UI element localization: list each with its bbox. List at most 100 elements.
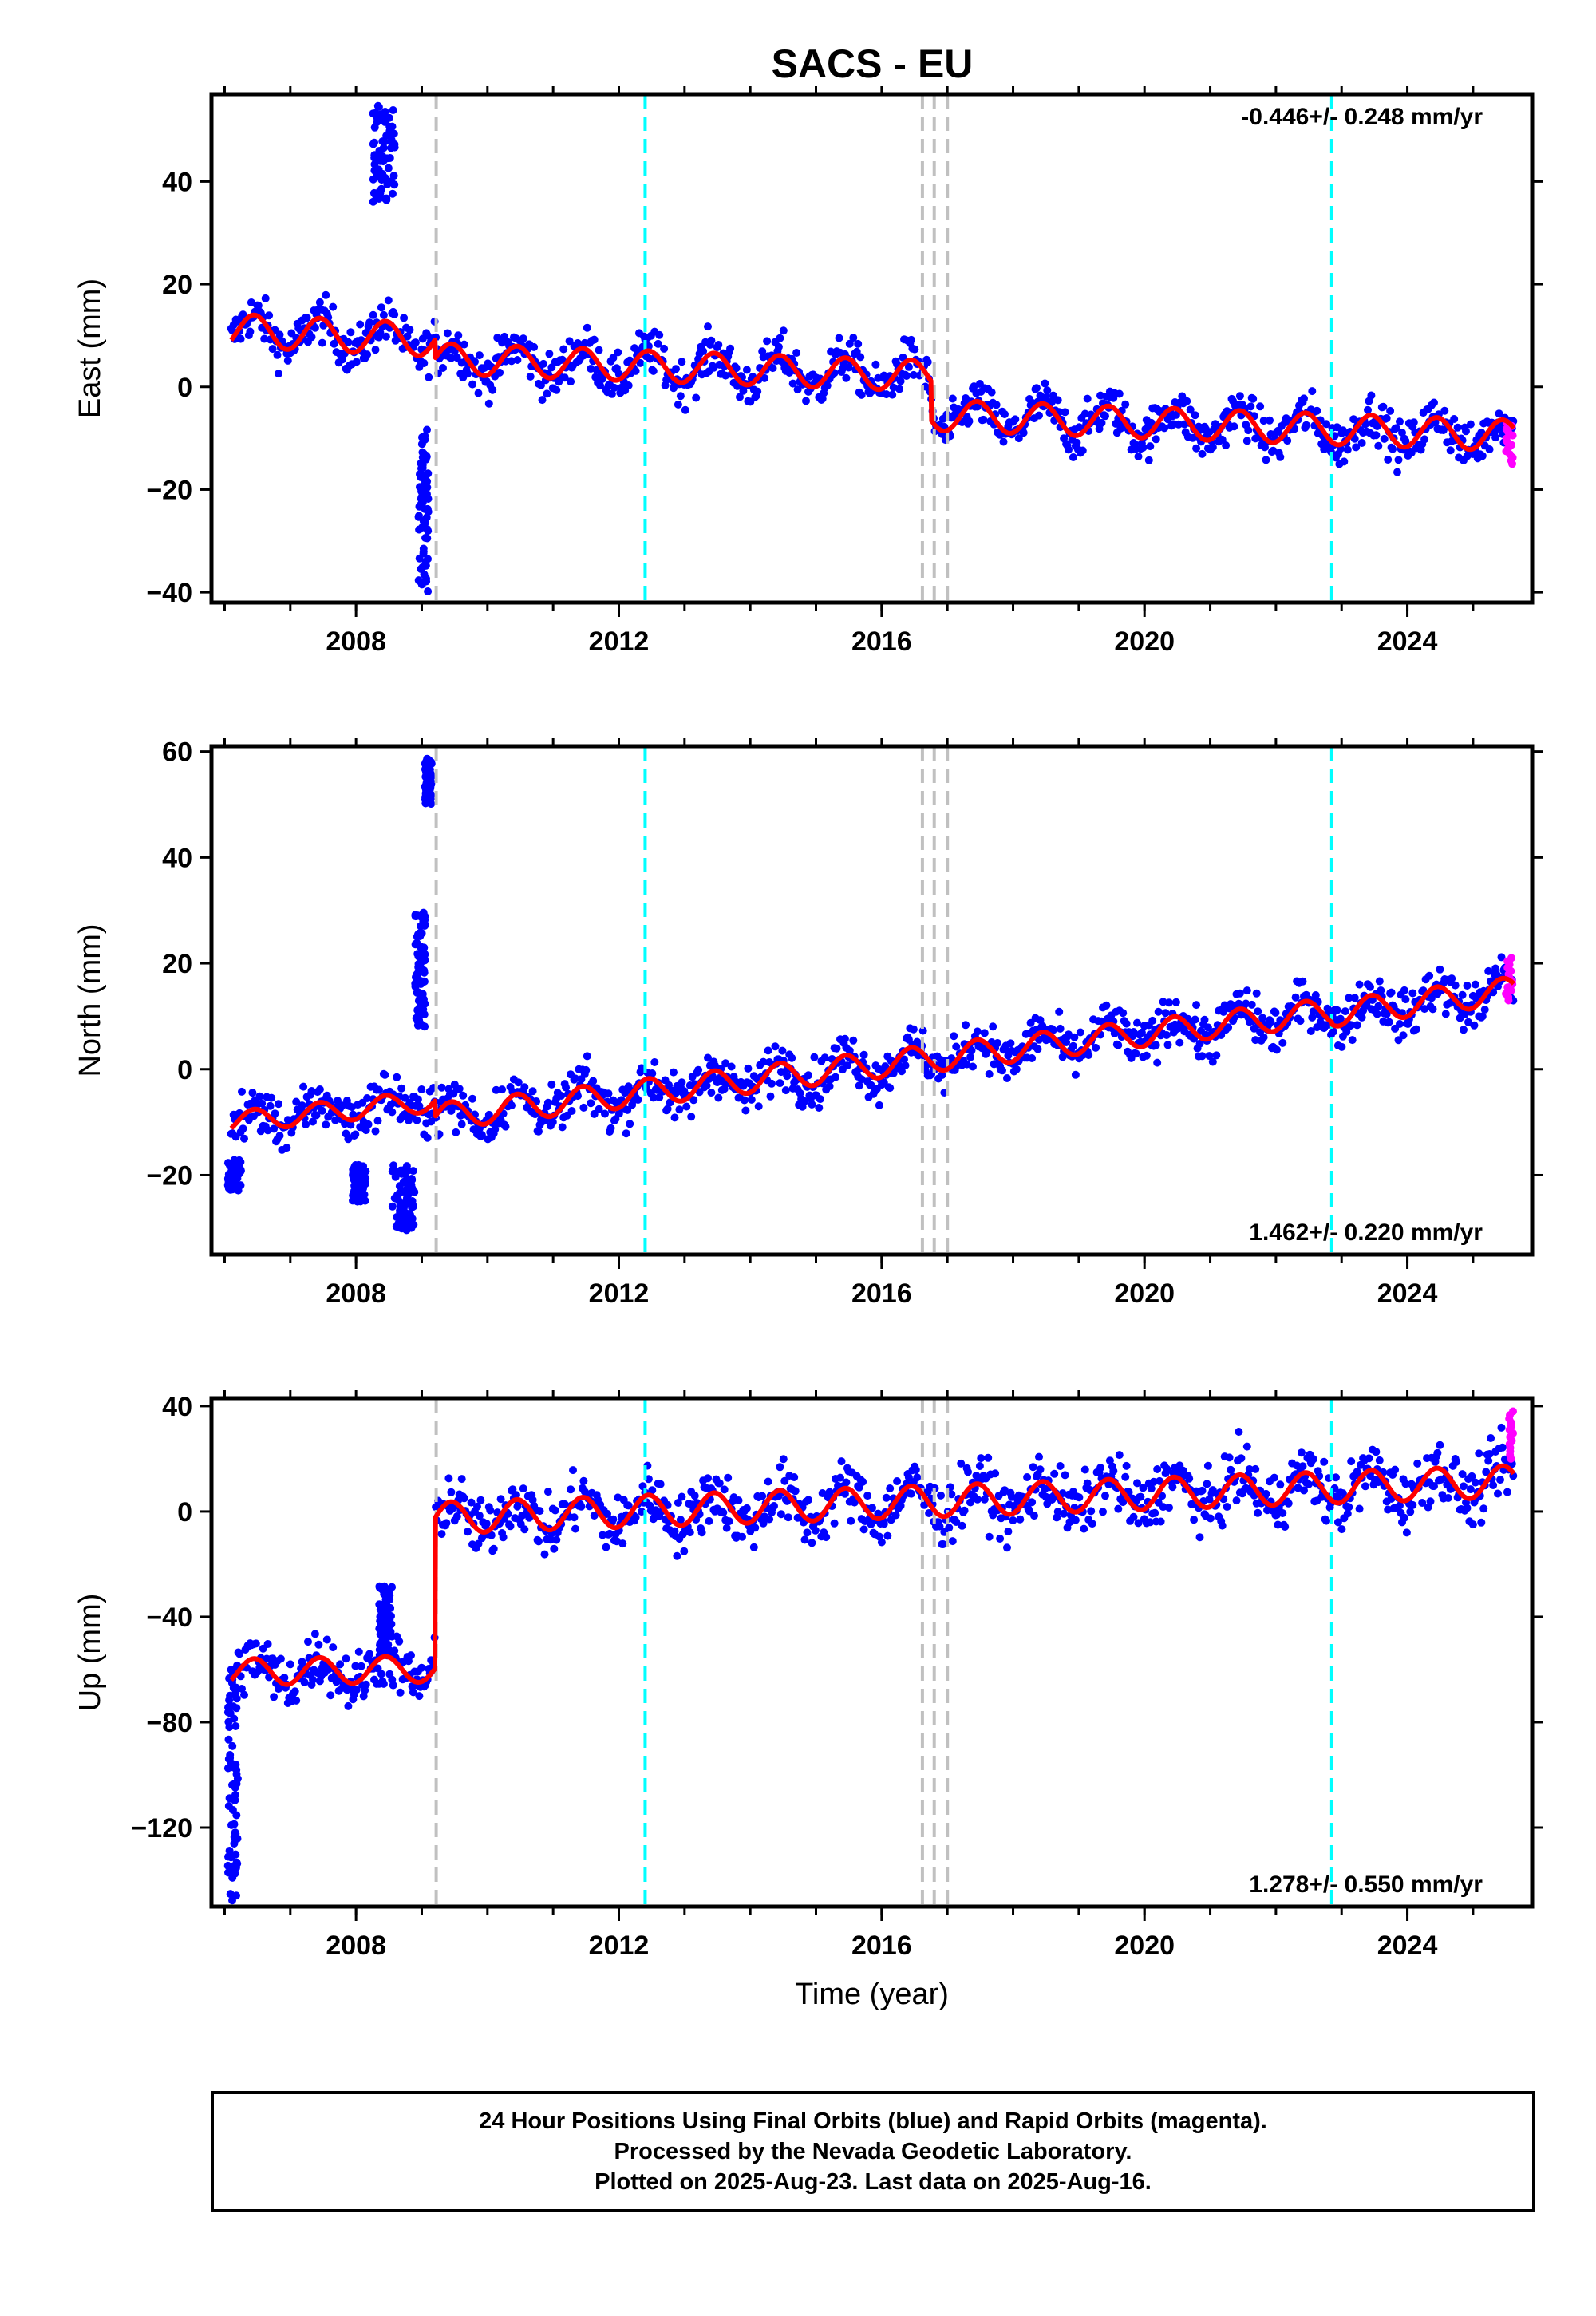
data-point — [390, 1646, 399, 1655]
data-point — [415, 1692, 424, 1701]
data-point — [998, 1066, 1006, 1075]
data-point — [1398, 429, 1406, 437]
data-point — [1154, 1007, 1163, 1016]
data-point — [867, 1520, 875, 1528]
data-point — [474, 1539, 483, 1548]
panels-group: −40 −20 0 20 40 2008 2012 2016 2020 2024 East (mm)… — [73, 86, 1543, 2011]
data-point — [1175, 1038, 1184, 1047]
data-point — [654, 339, 662, 348]
data-point — [854, 339, 863, 348]
data-point — [1336, 1014, 1345, 1023]
data-point — [1278, 1509, 1287, 1517]
data-point — [240, 1134, 248, 1143]
data-point — [709, 363, 718, 372]
data-point — [891, 1511, 900, 1520]
x-tick-label: 2012 — [589, 1931, 650, 1961]
x-tick-label: 2008 — [326, 1279, 386, 1309]
data-point — [811, 1526, 820, 1535]
data-point — [1309, 1455, 1317, 1464]
data-point — [520, 1083, 529, 1092]
data-point — [1262, 1489, 1270, 1498]
data-point — [1353, 1021, 1361, 1030]
data-point — [399, 1178, 408, 1187]
data-point — [843, 1061, 851, 1070]
data-point — [1083, 394, 1092, 403]
data-point — [1171, 410, 1180, 419]
data-point — [820, 1053, 829, 1062]
data-point — [604, 1089, 613, 1098]
data-point — [1436, 965, 1444, 974]
data-point — [948, 394, 957, 403]
data-point — [1121, 400, 1130, 409]
data-point — [945, 1524, 954, 1532]
data-point — [460, 1494, 468, 1503]
data-point — [1023, 1473, 1032, 1481]
data-point — [437, 1530, 446, 1539]
data-point — [855, 1081, 863, 1090]
data-point — [1357, 439, 1366, 447]
footer-line-plotted: Plotted on 2025-Aug-23. Last data on 202… — [595, 2169, 1152, 2195]
data-point — [790, 1473, 799, 1481]
data-point — [985, 1532, 994, 1541]
data-point — [543, 1098, 552, 1107]
data-point — [389, 172, 398, 180]
data-point — [907, 335, 915, 344]
data-point — [907, 1489, 915, 1498]
data-point — [803, 1528, 812, 1537]
data-point — [1468, 1472, 1476, 1480]
data-point — [692, 393, 701, 402]
data-point — [489, 1544, 498, 1553]
data-point — [309, 1117, 317, 1126]
y-tick-label: −20 — [146, 475, 192, 505]
data-point — [370, 166, 379, 175]
data-point — [1343, 1509, 1352, 1518]
data-point — [1101, 1492, 1109, 1500]
data-point — [375, 147, 384, 155]
data-point — [1337, 1525, 1346, 1534]
plot-frame — [209, 92, 1535, 605]
rate-annotation: 1.278+/- 0.550 mm/yr — [1249, 1871, 1483, 1898]
data-point — [276, 1654, 285, 1663]
data-point — [1471, 980, 1479, 989]
data-point — [475, 351, 484, 360]
data-point — [1357, 1013, 1366, 1022]
final-orbit-points — [223, 1423, 1518, 1905]
data-point — [1281, 1523, 1290, 1531]
data-point — [583, 323, 591, 332]
x-tick-label: 2012 — [589, 626, 650, 657]
data-point — [363, 1094, 372, 1102]
data-point — [232, 1891, 240, 1900]
data-point — [224, 1802, 233, 1810]
data-point — [1144, 456, 1153, 464]
data-point — [1322, 1516, 1331, 1525]
data-point — [676, 1516, 685, 1524]
y-tick-label: 0 — [177, 1055, 192, 1085]
data-point — [721, 1059, 730, 1068]
data-point — [273, 350, 282, 359]
data-point — [800, 1535, 809, 1544]
data-point — [678, 1078, 686, 1087]
data-point — [423, 1133, 432, 1142]
data-point — [1352, 443, 1361, 452]
data-point — [689, 1096, 698, 1105]
data-point — [678, 358, 686, 366]
data-point — [763, 337, 772, 346]
data-point — [535, 1127, 543, 1136]
data-point — [513, 356, 522, 364]
data-point — [1256, 402, 1265, 411]
data-point — [760, 373, 769, 382]
data-point — [405, 326, 414, 334]
data-point — [386, 1603, 395, 1612]
data-point — [1206, 1514, 1215, 1523]
data-point — [969, 1062, 977, 1071]
data-point — [935, 1522, 944, 1531]
data-point — [1458, 990, 1467, 999]
panel-up: −120 −80 −40 0 40 2008 2012 2016 2020 2024 Up (mm)… — [73, 1390, 1543, 2011]
data-point — [1165, 1504, 1173, 1512]
data-point — [624, 1501, 633, 1510]
data-point — [370, 160, 379, 168]
data-point — [1374, 441, 1383, 450]
data-point — [1174, 420, 1183, 429]
data-point — [680, 1547, 689, 1555]
data-point — [836, 1473, 844, 1482]
